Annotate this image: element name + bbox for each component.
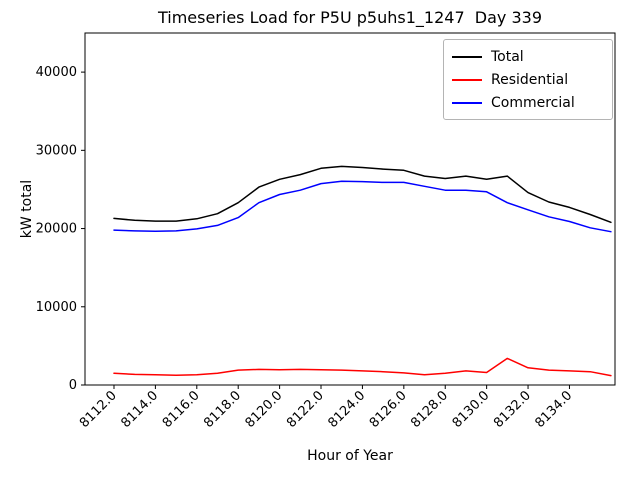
x-tick-label: 8114.0 — [118, 388, 161, 431]
y-tick-label: 30000 — [36, 143, 77, 158]
x-axis-label: Hour of Year — [307, 448, 393, 464]
legend-label-residential: Residential — [491, 71, 569, 88]
x-tick-label: 8120.0 — [243, 388, 286, 431]
series-line-residential — [113, 357, 612, 377]
x-tick-label: 8122.0 — [284, 388, 327, 431]
axes-box — [84, 32, 616, 386]
y-tick-label: 0 — [69, 378, 77, 393]
x-tick-label: 8118.0 — [201, 388, 244, 431]
legend-item-residential: Residential — [452, 68, 602, 91]
total-line-swatch — [452, 55, 482, 58]
chart-title: Timeseries Load for P5U p5uhs1_1247 Day … — [157, 8, 543, 27]
commercial-line-swatch — [452, 101, 482, 104]
legend: Total Residential Commercial — [443, 39, 613, 120]
x-tick-label: 8124.0 — [325, 388, 368, 431]
x-tick-label: 8116.0 — [160, 388, 203, 431]
x-tick-label: 8126.0 — [367, 388, 410, 431]
y-axis-label: kW total — [19, 179, 35, 239]
legend-label-total: Total — [491, 48, 524, 65]
y-tick-label: 40000 — [36, 65, 77, 80]
x-tick-label: 8128.0 — [408, 388, 451, 431]
legend-item-total: Total — [452, 45, 602, 68]
y-tick-label: 20000 — [36, 222, 77, 237]
x-tick-label: 8134.0 — [533, 388, 576, 431]
series-line-commercial — [113, 180, 612, 233]
series-line-total — [113, 165, 612, 224]
x-tick-label: 8112.0 — [77, 388, 120, 431]
residential-line-swatch — [452, 78, 482, 81]
legend-label-commercial: Commercial — [491, 94, 575, 111]
x-tick-label: 8130.0 — [450, 388, 493, 431]
legend-item-commercial: Commercial — [452, 91, 602, 114]
y-tick-label: 10000 — [36, 300, 77, 315]
x-tick-label: 8132.0 — [491, 388, 534, 431]
